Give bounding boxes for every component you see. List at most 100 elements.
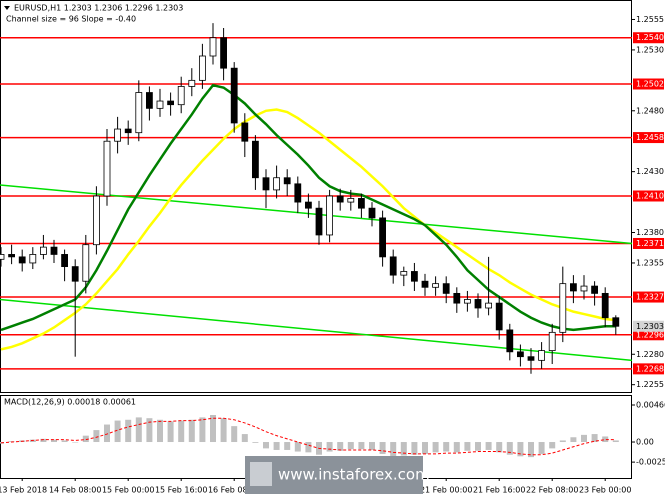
macd-y-tick-label: -0.00253 <box>636 458 665 467</box>
candle-body <box>124 128 132 134</box>
candle-body <box>50 246 58 255</box>
candle-body <box>538 350 545 361</box>
level-label-box <box>633 363 664 375</box>
candle-body <box>61 254 68 268</box>
candle-body <box>326 195 334 236</box>
macd-bar <box>581 434 587 443</box>
macd-bar <box>252 442 259 443</box>
macd-bar <box>549 442 556 449</box>
candle-body <box>283 177 291 185</box>
macd-bar <box>358 442 365 450</box>
candle-body <box>368 207 376 219</box>
macd-bar <box>443 442 450 452</box>
candle-body <box>103 140 111 197</box>
macd-bar <box>432 442 439 453</box>
level-label-box <box>633 132 664 144</box>
candle-body <box>18 256 26 264</box>
candle-body <box>410 271 418 282</box>
macd-bar <box>263 442 269 449</box>
x-tick-label: 16 Feb 08:00 <box>208 486 260 495</box>
macd-label: MACD(12,26,9) 0.00018 0.00061 <box>4 398 136 407</box>
candle-body <box>559 283 567 333</box>
macd-bar <box>337 442 344 451</box>
macd-y-tick-label: 0.00466 <box>636 401 665 410</box>
macd-bar <box>453 442 460 453</box>
menu-arrow <box>4 6 10 10</box>
macd-bar <box>612 440 619 443</box>
macd-bar <box>411 442 418 455</box>
macd-bar <box>464 442 471 451</box>
candle-body <box>0 254 5 260</box>
last-price-box <box>633 320 664 332</box>
macd-bar <box>496 442 503 453</box>
moving-average <box>0 83 616 332</box>
candle-body <box>347 198 355 203</box>
macd-bar <box>559 440 566 443</box>
candle-body <box>167 100 175 106</box>
y-tick-label: 1.2555 <box>636 15 664 24</box>
chart-subtitle: Channel size = 96 Slope = -0.40 <box>6 15 136 24</box>
macd-bar <box>220 418 227 443</box>
candle-body <box>262 177 270 191</box>
candle-body <box>357 198 365 209</box>
macd-bar <box>591 434 598 443</box>
x-tick-label: 22 Feb 08:00 <box>526 486 578 495</box>
watermark-logo <box>250 462 272 486</box>
macd-bar <box>167 421 174 443</box>
level-label: 1.2502 <box>636 80 664 89</box>
candle-body <box>336 195 344 203</box>
level-label: 1.2410 <box>636 192 664 201</box>
x-tick-label: 14 Feb 08:00 <box>49 486 101 495</box>
macd-bar <box>570 437 577 443</box>
candle-body <box>188 79 196 87</box>
candle-body <box>506 329 514 353</box>
x-tick-label: 15 Feb 16:00 <box>155 486 207 495</box>
candle-body <box>114 128 121 142</box>
level-label-box <box>633 237 664 249</box>
macd-bar <box>188 419 195 443</box>
candle-body <box>251 140 259 179</box>
candle-body <box>379 217 387 258</box>
candle-body <box>145 92 153 109</box>
macd-y-tick-label: 0.00 <box>636 438 654 447</box>
macd-bar <box>485 442 492 450</box>
candle-body <box>527 356 535 361</box>
chart-title: EURUSD,H1 1.2303 1.2306 1.2296 1.2303 <box>14 4 183 13</box>
macd-bar <box>241 434 248 443</box>
macd-bar <box>114 420 121 443</box>
level-label: 1.2458 <box>636 133 664 142</box>
level-label-box <box>633 329 664 341</box>
candle-body <box>273 177 281 191</box>
candle-body <box>241 122 249 142</box>
channel-line <box>0 298 633 362</box>
x-tick-label: 15 Feb 00:00 <box>102 486 154 495</box>
candle-body <box>209 37 217 57</box>
macd-bar <box>157 419 163 443</box>
level-label: 1.2540 <box>636 33 664 42</box>
candle-body <box>29 254 37 264</box>
level-label-box <box>633 291 664 303</box>
level-label: 1.2296 <box>636 330 664 339</box>
macd-bar <box>231 426 238 443</box>
macd-bar <box>199 417 206 443</box>
candle-body <box>304 201 312 209</box>
candle-body <box>432 283 440 288</box>
y-tick-label: 1.2430 <box>636 167 664 176</box>
candle-body <box>93 195 100 246</box>
candle-body <box>82 244 90 282</box>
y-tick-label: 1.2355 <box>636 258 664 267</box>
macd-bar <box>305 442 312 453</box>
watermark: www.instaforex.com <box>278 466 430 484</box>
macd-bar <box>210 415 216 443</box>
candle-body <box>40 246 47 255</box>
candle-body <box>580 285 588 292</box>
candle-body <box>230 67 238 124</box>
candle-body <box>517 351 524 358</box>
candle-body <box>548 331 556 352</box>
macd-bar <box>475 442 481 451</box>
candle-body <box>453 292 461 304</box>
y-tick-label: 1.2380 <box>636 228 664 237</box>
candle-body <box>591 285 598 294</box>
candle-body <box>177 86 185 106</box>
